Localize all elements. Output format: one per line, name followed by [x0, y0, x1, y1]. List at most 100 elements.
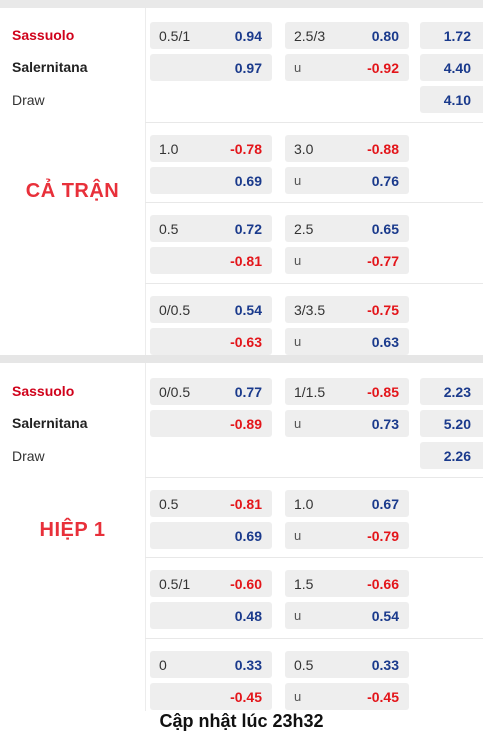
over-under-over-cell[interactable]: 3/3.5 -0.75: [285, 296, 409, 323]
handicap-home-price: 0.72: [234, 221, 262, 237]
over-under-under-cell[interactable]: u 0.63: [285, 328, 409, 355]
over-under-under-cell[interactable]: u 0.76: [285, 167, 409, 194]
handicap-home-cell[interactable]: 0.5/1 0.94: [150, 22, 272, 49]
handicap-away-price: 0.97: [234, 60, 262, 76]
handicap-away-cell[interactable]: -0.45: [150, 683, 272, 710]
under-label: u: [294, 60, 302, 75]
over-under-under-cell[interactable]: u -0.45: [285, 683, 409, 710]
handicap-away-price: -0.45: [230, 689, 262, 705]
handicap-away-price: 0.69: [234, 173, 262, 189]
section-divider: [0, 355, 483, 363]
row-separator: [145, 557, 483, 558]
over-under-line: 3/3.5: [294, 302, 326, 318]
over-under-line: 1.0: [294, 496, 314, 512]
handicap-home-cell[interactable]: 1.0 -0.78: [150, 135, 272, 162]
handicap-home-price: 0.54: [234, 302, 262, 318]
over-price: -0.66: [367, 576, 399, 592]
handicap-line: 0.5/1: [159, 28, 191, 44]
over-under-over-cell[interactable]: 2.5/3 0.80: [285, 22, 409, 49]
over-price: 0.67: [371, 496, 399, 512]
over-under-under-cell[interactable]: u -0.79: [285, 522, 409, 549]
handicap-away-price: -0.81: [230, 253, 262, 269]
handicap-line: 0.5: [159, 496, 179, 512]
x12-odds-home[interactable]: 1.72: [420, 22, 483, 49]
handicap-home-cell[interactable]: 0.5/1 -0.60: [150, 570, 272, 597]
over-price: 0.33: [371, 657, 399, 673]
handicap-away-cell[interactable]: 0.97: [150, 54, 272, 81]
over-under-line: 3.0: [294, 141, 314, 157]
under-price: 0.73: [371, 416, 399, 432]
over-under-line: 2.5/3: [294, 28, 326, 44]
under-price: -0.77: [367, 253, 399, 269]
handicap-line: 0.5/1: [159, 576, 191, 592]
over-price: 0.80: [371, 28, 399, 44]
home-team-name: Sassuolo: [12, 383, 75, 399]
under-label: u: [294, 334, 302, 349]
handicap-home-cell[interactable]: 0 0.33: [150, 651, 272, 678]
under-price: 0.63: [371, 334, 399, 350]
x12-odds-away[interactable]: 4.40: [420, 54, 483, 81]
row-separator: [145, 638, 483, 639]
over-under-over-cell[interactable]: 1/1.5 -0.85: [285, 378, 409, 405]
over-under-line: 2.5: [294, 221, 314, 237]
handicap-away-cell[interactable]: -0.89: [150, 410, 272, 437]
column-separator: [145, 363, 146, 711]
over-under-over-cell[interactable]: 1.5 -0.66: [285, 570, 409, 597]
handicap-away-cell[interactable]: 0.69: [150, 522, 272, 549]
over-under-over-cell[interactable]: 1.0 0.67: [285, 490, 409, 517]
away-team-name: Salernitana: [12, 59, 88, 75]
x12-odds-away[interactable]: 5.20: [420, 410, 483, 437]
draw-label: Draw: [12, 92, 45, 108]
over-under-under-cell[interactable]: u -0.77: [285, 247, 409, 274]
handicap-line: 1.0: [159, 141, 179, 157]
handicap-home-price: -0.81: [230, 496, 262, 512]
x12-odds-home[interactable]: 2.23: [420, 378, 483, 405]
row-separator: [145, 202, 483, 203]
over-under-under-cell[interactable]: u -0.92: [285, 54, 409, 81]
under-price: 0.54: [371, 608, 399, 624]
over-under-under-cell[interactable]: u 0.73: [285, 410, 409, 437]
handicap-line: 0/0.5: [159, 384, 191, 400]
handicap-home-cell[interactable]: 0/0.5 0.77: [150, 378, 272, 405]
handicap-away-cell[interactable]: 0.69: [150, 167, 272, 194]
handicap-home-cell[interactable]: 0.5 -0.81: [150, 490, 272, 517]
handicap-away-price: -0.89: [230, 416, 262, 432]
home-team-name: Sassuolo: [12, 27, 75, 43]
over-under-under-cell[interactable]: u 0.54: [285, 602, 409, 629]
handicap-home-price: 0.94: [234, 28, 262, 44]
handicap-away-cell[interactable]: 0.48: [150, 602, 272, 629]
handicap-away-price: -0.63: [230, 334, 262, 350]
over-under-line: 1/1.5: [294, 384, 326, 400]
handicap-home-cell[interactable]: 0.5 0.72: [150, 215, 272, 242]
under-label: u: [294, 173, 302, 188]
under-label: u: [294, 253, 302, 268]
over-under-over-cell[interactable]: 2.5 0.65: [285, 215, 409, 242]
over-under-line: 1.5: [294, 576, 314, 592]
x12-odds-draw[interactable]: 2.26: [420, 442, 483, 469]
handicap-away-cell[interactable]: -0.81: [150, 247, 272, 274]
handicap-home-price: -0.60: [230, 576, 262, 592]
section-label: CẢ TRẬN: [25, 180, 120, 202]
over-under-over-cell[interactable]: 3.0 -0.88: [285, 135, 409, 162]
handicap-line: 0: [159, 657, 167, 673]
under-label: u: [294, 689, 302, 704]
over-price: 0.65: [371, 221, 399, 237]
under-label: u: [294, 608, 302, 623]
row-separator: [145, 477, 483, 478]
top-divider: [0, 0, 483, 8]
handicap-away-price: 0.48: [234, 608, 262, 624]
under-price: -0.92: [367, 60, 399, 76]
over-under-line: 0.5: [294, 657, 314, 673]
over-under-over-cell[interactable]: 0.5 0.33: [285, 651, 409, 678]
x12-odds-draw[interactable]: 4.10: [420, 86, 483, 113]
handicap-home-price: -0.78: [230, 141, 262, 157]
under-label: u: [294, 416, 302, 431]
over-price: -0.88: [367, 141, 399, 157]
under-price: 0.76: [371, 173, 399, 189]
row-separator: [145, 283, 483, 284]
handicap-home-price: 0.77: [234, 384, 262, 400]
handicap-away-cell[interactable]: -0.63: [150, 328, 272, 355]
handicap-home-cell[interactable]: 0/0.5 0.54: [150, 296, 272, 323]
draw-label: Draw: [12, 448, 45, 464]
section-label: HIỆP 1: [39, 519, 106, 541]
